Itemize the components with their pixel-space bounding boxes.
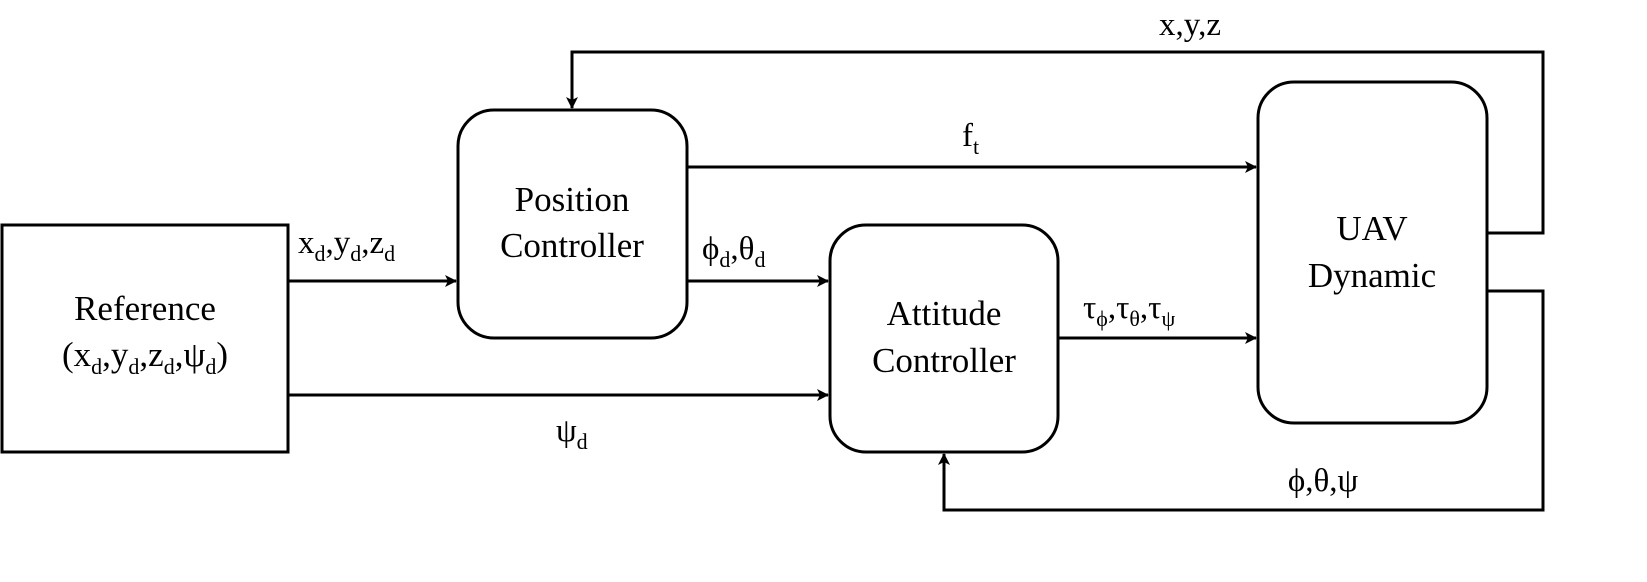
uav-dynamic-title: UAV (1336, 209, 1407, 248)
thrust-label: ft (962, 118, 979, 159)
position-controller-subtitle: Controller (500, 226, 644, 265)
psi-desired-label: ψd (556, 413, 588, 454)
uav-dynamic-subtitle: Dynamic (1308, 256, 1436, 295)
uav-dynamic-block (1256, 80, 1489, 425)
angles-desired-label: ϕd,θd (702, 231, 765, 272)
torques-label: τϕ,τθ,τψ (1083, 290, 1175, 331)
reference-block (0, 223, 290, 454)
attitude-controller-title: Attitude (887, 294, 1002, 333)
attitude-controller-block (828, 223, 1060, 454)
position-feedback-label: x,y,z (1159, 7, 1221, 43)
attitude-feedback-label: ϕ,θ,ψ (1288, 463, 1359, 499)
position-controller-block (456, 108, 689, 340)
reference-block-args: (xd,yd,zd,ψd) (62, 335, 228, 379)
position-controller-title: Position (515, 180, 630, 219)
reference-block-title: Reference (74, 289, 216, 328)
xyz-desired-label: xd,yd,zd (298, 225, 395, 266)
attitude-feedback-line (938, 289, 1545, 512)
position-feedback-line (566, 50, 1545, 235)
attitude-controller-subtitle: Controller (872, 341, 1016, 380)
